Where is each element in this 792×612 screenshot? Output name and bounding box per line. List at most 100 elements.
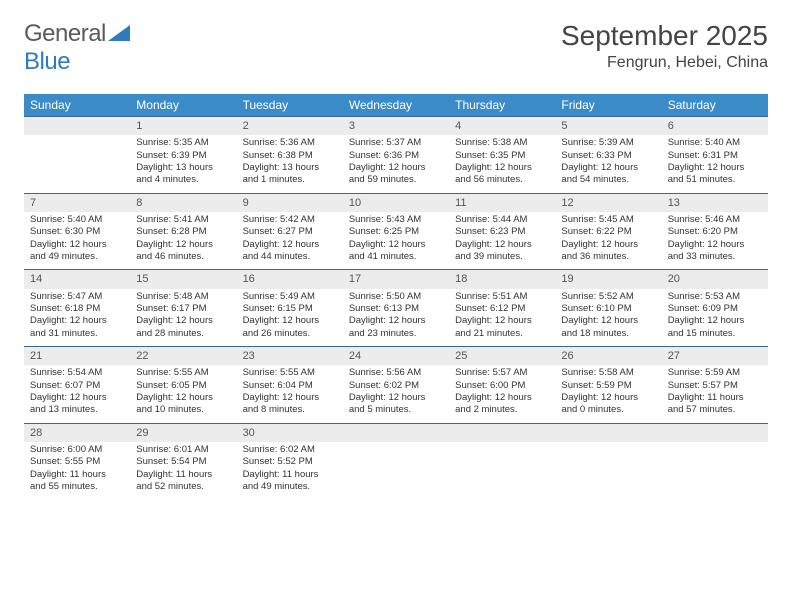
day-info: Sunrise: 5:53 AMSunset: 6:09 PMDaylight:… [662,289,768,346]
daylight-text: Daylight: 12 hours and 51 minutes. [668,162,762,187]
info-row: Sunrise: 6:00 AMSunset: 5:55 PMDaylight:… [24,442,768,499]
sunset-text: Sunset: 5:55 PM [30,456,124,468]
day-info-cell: Sunrise: 6:00 AMSunset: 5:55 PMDaylight:… [24,442,130,499]
day-number: 1 [130,117,236,135]
daylight-text: Daylight: 12 hours and 39 minutes. [455,239,549,264]
sunrise-text: Sunrise: 5:52 AM [561,291,655,303]
day-info-cell: Sunrise: 5:45 AMSunset: 6:22 PMDaylight:… [555,212,661,270]
day-number: 11 [449,194,555,212]
day-info: Sunrise: 5:59 AMSunset: 5:57 PMDaylight:… [662,365,768,422]
day-info-cell: Sunrise: 5:54 AMSunset: 6:07 PMDaylight:… [24,365,130,423]
day-info-cell: Sunrise: 5:55 AMSunset: 6:05 PMDaylight:… [130,365,236,423]
sunset-text: Sunset: 6:22 PM [561,226,655,238]
sunrise-text: Sunrise: 5:57 AM [455,367,549,379]
day-info: Sunrise: 5:36 AMSunset: 6:38 PMDaylight:… [237,135,343,192]
sunset-text: Sunset: 6:12 PM [455,303,549,315]
sunrise-text: Sunrise: 5:50 AM [349,291,443,303]
day-number: 4 [449,117,555,135]
sunrise-text: Sunrise: 5:40 AM [668,137,762,149]
day-number: 16 [237,270,343,288]
day-number-cell: 28 [24,423,130,442]
day-info-cell: Sunrise: 5:48 AMSunset: 6:17 PMDaylight:… [130,289,236,347]
daylight-text: Daylight: 12 hours and 31 minutes. [30,315,124,340]
sunset-text: Sunset: 6:00 PM [455,380,549,392]
day-number-cell: 5 [555,117,661,136]
day-number-cell [449,423,555,442]
daynum-row: 123456 [24,117,768,136]
day-info-cell [449,442,555,499]
logo-text-2: Blue [24,48,70,75]
day-number: 30 [237,424,343,442]
day-number-cell: 27 [662,347,768,366]
sunset-text: Sunset: 6:36 PM [349,150,443,162]
day-info: Sunrise: 6:01 AMSunset: 5:54 PMDaylight:… [130,442,236,499]
day-number: 15 [130,270,236,288]
day-info: Sunrise: 5:42 AMSunset: 6:27 PMDaylight:… [237,212,343,269]
day-number: 10 [343,194,449,212]
day-number-cell: 23 [237,347,343,366]
daylight-text: Daylight: 12 hours and 41 minutes. [349,239,443,264]
sunset-text: Sunset: 6:13 PM [349,303,443,315]
day-info: Sunrise: 5:37 AMSunset: 6:36 PMDaylight:… [343,135,449,192]
day-number-cell: 29 [130,423,236,442]
sunrise-text: Sunrise: 6:02 AM [243,444,337,456]
sunset-text: Sunset: 6:17 PM [136,303,230,315]
day-number-cell: 1 [130,117,236,136]
daylight-text: Daylight: 12 hours and 8 minutes. [243,392,337,417]
day-info-cell: Sunrise: 5:57 AMSunset: 6:00 PMDaylight:… [449,365,555,423]
day-info-cell: Sunrise: 5:38 AMSunset: 6:35 PMDaylight:… [449,135,555,193]
sunset-text: Sunset: 6:20 PM [668,226,762,238]
day-number: 23 [237,347,343,365]
day-info-cell: Sunrise: 5:44 AMSunset: 6:23 PMDaylight:… [449,212,555,270]
day-number: 19 [555,270,661,288]
day-number-cell: 17 [343,270,449,289]
daylight-text: Daylight: 12 hours and 0 minutes. [561,392,655,417]
day-info: Sunrise: 5:46 AMSunset: 6:20 PMDaylight:… [662,212,768,269]
day-number: 2 [237,117,343,135]
day-number-cell: 20 [662,270,768,289]
logo-text-1: General [24,20,106,47]
sunset-text: Sunset: 6:07 PM [30,380,124,392]
day-info: Sunrise: 5:39 AMSunset: 6:33 PMDaylight:… [555,135,661,192]
day-number-cell: 9 [237,193,343,212]
day-number-cell: 15 [130,270,236,289]
sunrise-text: Sunrise: 5:44 AM [455,214,549,226]
daylight-text: Daylight: 12 hours and 59 minutes. [349,162,443,187]
day-number-cell: 7 [24,193,130,212]
sunrise-text: Sunrise: 6:00 AM [30,444,124,456]
daylight-text: Daylight: 12 hours and 54 minutes. [561,162,655,187]
sunset-text: Sunset: 6:35 PM [455,150,549,162]
day-number: 27 [662,347,768,365]
day-number: 25 [449,347,555,365]
day-info-cell: Sunrise: 5:46 AMSunset: 6:20 PMDaylight:… [662,212,768,270]
day-number: 3 [343,117,449,135]
day-info-cell: Sunrise: 5:56 AMSunset: 6:02 PMDaylight:… [343,365,449,423]
sunrise-text: Sunrise: 5:47 AM [30,291,124,303]
day-info-cell: Sunrise: 5:37 AMSunset: 6:36 PMDaylight:… [343,135,449,193]
day-info-cell [24,135,130,193]
sunrise-text: Sunrise: 5:37 AM [349,137,443,149]
day-info: Sunrise: 6:00 AMSunset: 5:55 PMDaylight:… [24,442,130,499]
day-number-cell: 25 [449,347,555,366]
day-number: 14 [24,270,130,288]
day-info-cell [343,442,449,499]
daynum-row: 78910111213 [24,193,768,212]
day-number: 9 [237,194,343,212]
sunset-text: Sunset: 6:23 PM [455,226,549,238]
day-number: 18 [449,270,555,288]
sunrise-text: Sunrise: 5:55 AM [136,367,230,379]
day-info: Sunrise: 5:55 AMSunset: 6:05 PMDaylight:… [130,365,236,422]
day-info: Sunrise: 5:57 AMSunset: 6:00 PMDaylight:… [449,365,555,422]
weekday-header: Tuesday [237,94,343,117]
day-number-cell: 21 [24,347,130,366]
day-number-cell: 10 [343,193,449,212]
daylight-text: Daylight: 12 hours and 28 minutes. [136,315,230,340]
sunset-text: Sunset: 6:05 PM [136,380,230,392]
day-number: 21 [24,347,130,365]
day-info-cell: Sunrise: 5:43 AMSunset: 6:25 PMDaylight:… [343,212,449,270]
day-info: Sunrise: 5:49 AMSunset: 6:15 PMDaylight:… [237,289,343,346]
day-number-cell [343,423,449,442]
day-number-cell [24,117,130,136]
weekday-header: Sunday [24,94,130,117]
weekday-header: Wednesday [343,94,449,117]
